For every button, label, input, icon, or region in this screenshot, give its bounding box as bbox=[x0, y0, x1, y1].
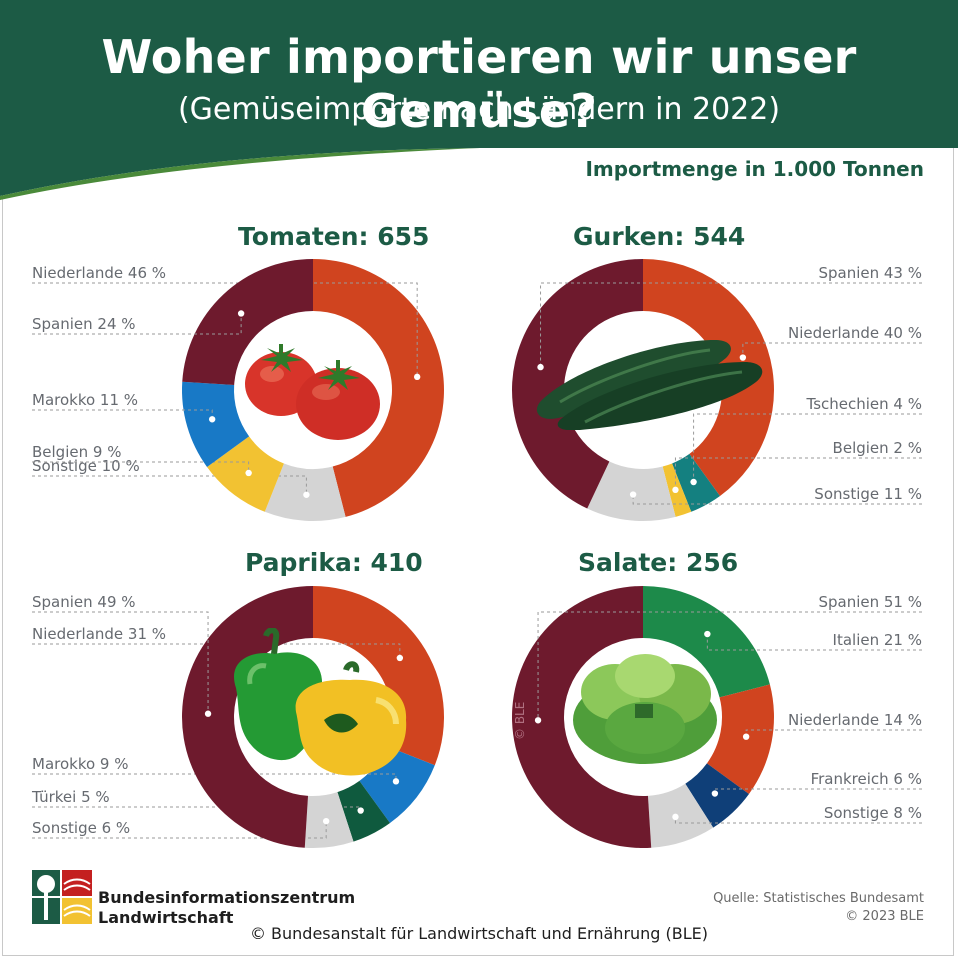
cucumber-icon bbox=[536, 340, 763, 430]
leader-line bbox=[32, 821, 327, 839]
slice-marker bbox=[208, 416, 216, 423]
slice-marker bbox=[322, 817, 330, 825]
slice-marker bbox=[537, 363, 544, 371]
slice-marker bbox=[704, 630, 711, 638]
slice-label: Belgien 2 % bbox=[833, 439, 922, 457]
pie-slice bbox=[511, 259, 643, 509]
slice-label: Sonstige 11 % bbox=[814, 485, 922, 503]
slice-marker bbox=[690, 478, 697, 486]
pie-slice bbox=[647, 783, 714, 848]
slice-label: Tschechien 4 % bbox=[806, 395, 922, 413]
pie-slice bbox=[207, 436, 284, 512]
source-note: Quelle: Statistisches Bundesamt © 2023 B… bbox=[713, 890, 924, 926]
slice-marker bbox=[742, 733, 750, 740]
leader-line bbox=[674, 457, 922, 490]
pie-slice bbox=[587, 461, 676, 522]
leader-line bbox=[32, 611, 209, 714]
org-name: Bundesinformationszentrum Landwirtschaft bbox=[98, 888, 355, 928]
chart-title-paprika: Paprika: 410 bbox=[245, 548, 423, 577]
slice-label: Niederlande 31 % bbox=[32, 625, 166, 643]
pie-slice bbox=[313, 259, 445, 517]
leader-line bbox=[742, 342, 922, 358]
pie-slice bbox=[182, 259, 313, 386]
watermark: © BLE bbox=[513, 701, 527, 740]
slice-marker bbox=[303, 491, 310, 498]
slice-marker bbox=[739, 354, 747, 361]
slice-label: Frankreich 6 % bbox=[811, 770, 922, 788]
slice-marker bbox=[392, 778, 400, 785]
pie-slice bbox=[706, 684, 774, 794]
slice-marker bbox=[237, 310, 245, 317]
slice-label: Niederlande 14 % bbox=[788, 711, 922, 729]
chart-title-salate: Salate: 256 bbox=[578, 548, 739, 577]
pie-slice bbox=[512, 586, 652, 848]
org-name-line1: Bundesinformationszentrum bbox=[98, 888, 356, 907]
leader-line bbox=[32, 282, 418, 377]
chart-title-tomaten: Tomaten: 655 bbox=[238, 222, 430, 251]
slice-marker bbox=[245, 469, 252, 477]
slice-label: Spanien 51 % bbox=[818, 593, 922, 611]
leader-line bbox=[540, 282, 922, 368]
slice-marker bbox=[413, 373, 421, 381]
slice-label: Marokko 9 % bbox=[32, 755, 129, 773]
slice-label: Niederlande 46 % bbox=[32, 264, 166, 282]
slice-label: Italien 21 % bbox=[833, 631, 922, 649]
leader-line bbox=[537, 611, 922, 721]
slice-marker bbox=[629, 491, 637, 498]
slice-marker bbox=[711, 790, 719, 797]
leader-line bbox=[32, 643, 401, 658]
page-subtitle: (Gemüseimporte nach Ländern in 2022) bbox=[177, 92, 781, 127]
slice-label: Spanien 43 % bbox=[818, 264, 922, 282]
slice-marker bbox=[534, 717, 542, 724]
org-name-line2: Landwirtschaft bbox=[98, 908, 234, 927]
pie-slice bbox=[181, 586, 313, 848]
slice-marker bbox=[357, 807, 364, 814]
leader-line bbox=[32, 313, 242, 335]
tomato-icon bbox=[245, 344, 380, 440]
pie-slice bbox=[313, 586, 444, 766]
slice-marker bbox=[204, 710, 212, 717]
slice-label: Türkei 5 % bbox=[31, 788, 110, 806]
chart-title-gurken: Gurken: 544 bbox=[573, 222, 746, 251]
leader-line bbox=[674, 816, 922, 824]
org-logo bbox=[32, 870, 92, 924]
page-title: Woher importieren wir unser Gemüse? bbox=[101, 30, 857, 138]
slice-label: Marokko 11 % bbox=[32, 391, 138, 409]
source-text: Quelle: Statistisches Bundesamt bbox=[713, 891, 924, 906]
slice-label: Spanien 49 % bbox=[32, 593, 136, 611]
pie-slice bbox=[182, 381, 250, 467]
header-banner bbox=[0, 0, 958, 200]
pie-slice bbox=[643, 586, 770, 698]
lettuce-icon bbox=[573, 654, 717, 764]
slice-marker bbox=[672, 486, 679, 494]
source-copyright: © 2023 BLE bbox=[845, 909, 924, 924]
slice-label: Niederlande 40 % bbox=[788, 324, 922, 342]
leader-line bbox=[693, 413, 922, 483]
slice-label: Belgien 9 % bbox=[32, 443, 121, 461]
unit-note: Importmenge in 1.000 Tonnen bbox=[585, 157, 924, 181]
slice-label: Sonstige 8 % bbox=[824, 804, 922, 822]
slice-marker bbox=[396, 654, 404, 662]
slice-label: Sonstige 6 % bbox=[32, 819, 130, 837]
copyright-line: © Bundesanstalt für Landwirtschaft und E… bbox=[249, 924, 709, 943]
leader-line bbox=[32, 461, 250, 473]
pie-slice bbox=[643, 259, 774, 496]
slice-marker bbox=[672, 813, 679, 821]
leader-line bbox=[32, 475, 307, 495]
slice-label: Spanien 24 % bbox=[32, 315, 136, 333]
pepper-icon bbox=[234, 628, 407, 776]
